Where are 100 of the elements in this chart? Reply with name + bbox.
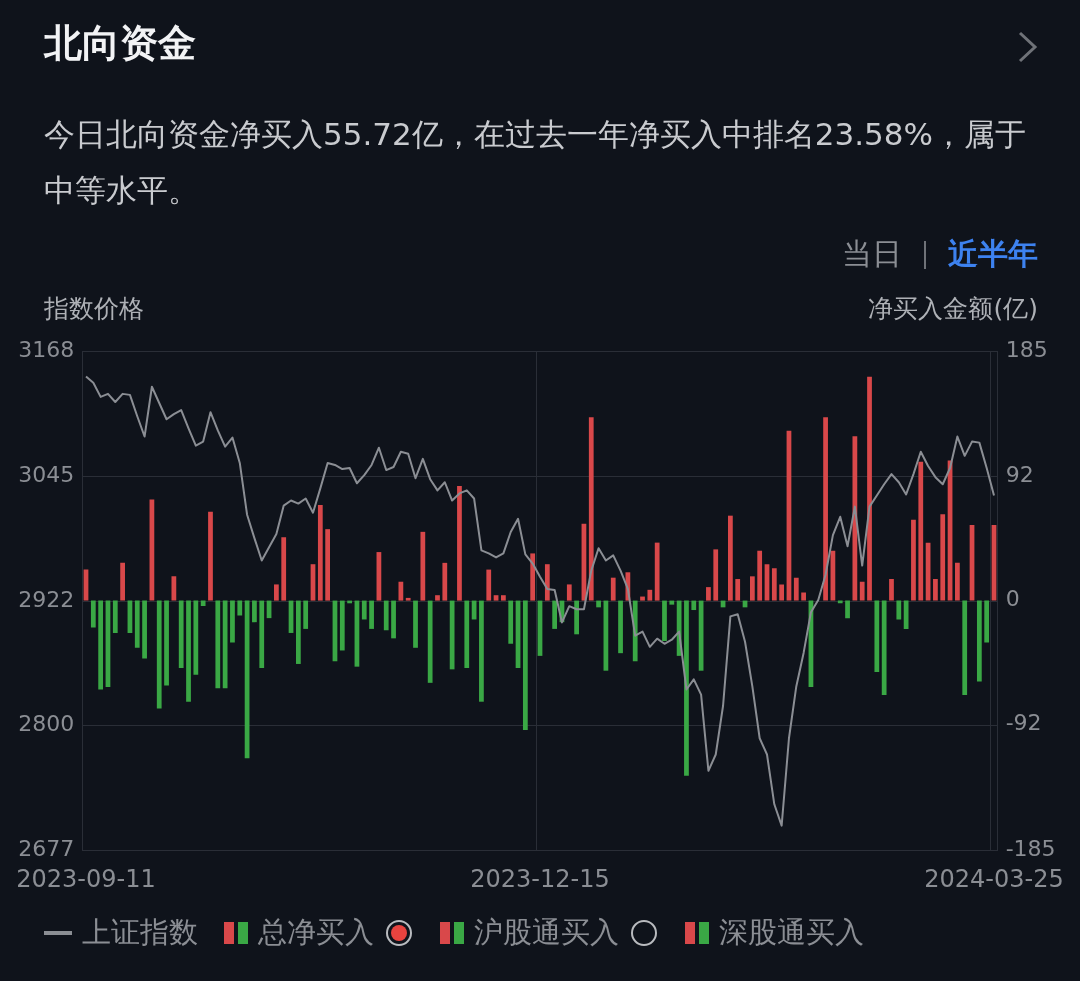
bar xyxy=(859,581,865,601)
bar xyxy=(918,461,924,601)
y2-tick-label: 92 xyxy=(1005,462,1034,488)
bar xyxy=(420,531,426,601)
y2-tick-label: 185 xyxy=(1005,336,1048,362)
bar xyxy=(339,600,345,651)
bar xyxy=(896,600,902,620)
bar xyxy=(889,579,894,601)
x-tick-label: 2023-12-15 xyxy=(470,864,610,893)
bar xyxy=(405,597,411,601)
bar xyxy=(200,600,206,606)
text: 近半年 xyxy=(948,235,1038,273)
bar xyxy=(610,577,616,601)
y-tick-label: 2922 xyxy=(18,586,75,612)
y-tick-label: 3168 xyxy=(18,336,75,362)
bar xyxy=(90,600,96,628)
y2-tick-label: -185 xyxy=(1005,835,1056,861)
bar xyxy=(215,600,221,689)
y2-tick-label: -92 xyxy=(1005,710,1042,736)
bar xyxy=(823,417,828,601)
bar xyxy=(647,589,653,601)
bar xyxy=(274,584,279,601)
bar xyxy=(728,515,733,601)
bar xyxy=(544,564,550,601)
x-tick-label: 2023-09-11 xyxy=(16,864,156,893)
text: 当日 xyxy=(842,235,902,273)
legend-label: 上证指数 xyxy=(82,914,198,951)
bar xyxy=(793,577,799,601)
bar xyxy=(237,600,243,616)
bar xyxy=(779,584,785,601)
y2-tick-label: 0 xyxy=(1005,586,1020,612)
bar xyxy=(98,600,104,690)
bar xyxy=(457,486,462,601)
bar xyxy=(464,600,470,669)
legend-label: 总净买入 xyxy=(258,914,374,951)
bar xyxy=(493,595,499,601)
bar xyxy=(208,511,213,601)
bar xyxy=(662,600,667,642)
y2-axis-title: 净买入金额(亿) xyxy=(868,293,1038,325)
bar xyxy=(867,376,872,601)
bar xyxy=(508,600,514,644)
bar xyxy=(361,600,367,620)
bar xyxy=(171,576,177,601)
bar xyxy=(940,514,946,601)
y-tick-label: 2677 xyxy=(18,835,75,861)
x-tick-label: 2024-03-25 xyxy=(924,864,1064,893)
bar xyxy=(845,600,850,619)
bar xyxy=(281,537,287,601)
bar xyxy=(874,600,880,673)
bar xyxy=(252,600,257,623)
bar xyxy=(618,600,623,654)
bar xyxy=(955,562,960,601)
bar xyxy=(295,600,301,664)
bar xyxy=(757,550,763,601)
bar xyxy=(771,568,777,601)
bar xyxy=(654,542,660,601)
bar xyxy=(303,600,309,629)
chart-subtitle: 今日北向资金净买入55.72亿，在过去一年净买入中排名23.58%，属于中等水平。 xyxy=(44,115,1027,210)
bar xyxy=(801,592,806,601)
bar xyxy=(230,600,235,643)
bar xyxy=(259,600,265,669)
bar xyxy=(317,504,323,601)
text: 沪股通买入 xyxy=(474,914,619,951)
bar xyxy=(984,600,990,643)
bar xyxy=(120,562,125,601)
bar xyxy=(193,600,199,675)
bar xyxy=(911,519,916,601)
bar xyxy=(588,417,594,601)
bar xyxy=(449,600,455,670)
bar xyxy=(522,600,528,731)
bar xyxy=(427,600,433,683)
bar xyxy=(713,549,719,601)
bar xyxy=(706,587,711,601)
bar xyxy=(552,600,558,629)
bar xyxy=(530,553,536,601)
bar xyxy=(669,600,675,605)
bar xyxy=(735,579,741,601)
bar xyxy=(852,436,858,601)
bar xyxy=(962,600,968,695)
bar xyxy=(142,600,147,659)
chart-title: 北向资金 xyxy=(44,20,196,67)
bar xyxy=(435,595,440,601)
bar xyxy=(640,596,645,601)
bar xyxy=(881,600,887,695)
bar xyxy=(933,579,938,601)
y-tick-label: 2800 xyxy=(18,710,75,736)
bar xyxy=(164,600,169,686)
bar xyxy=(398,581,404,601)
bar xyxy=(413,600,418,648)
bar xyxy=(479,600,484,702)
bar xyxy=(222,600,228,689)
bar xyxy=(574,600,579,635)
bar xyxy=(976,600,982,682)
bar xyxy=(325,529,331,601)
y-tick-label: 3045 xyxy=(18,461,75,487)
bar xyxy=(691,600,697,611)
bar xyxy=(383,600,389,631)
bar xyxy=(156,600,162,709)
bar xyxy=(134,600,140,648)
text: 深股通买入 xyxy=(719,914,864,951)
